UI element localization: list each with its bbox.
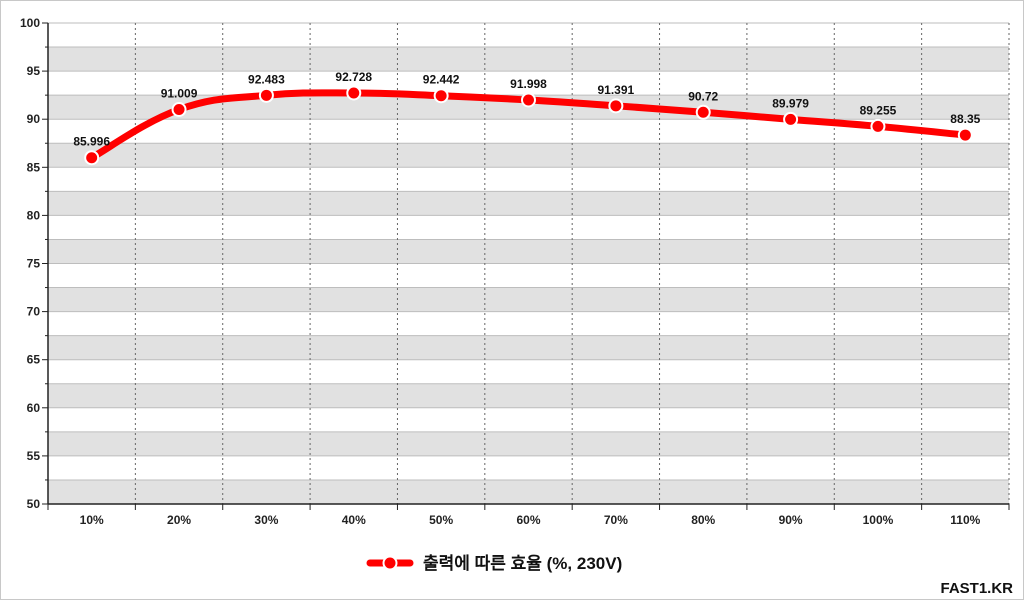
x-tick-label: 10% — [80, 513, 104, 527]
data-label: 92.483 — [248, 72, 285, 86]
data-point — [783, 111, 799, 127]
y-tick-label: 95 — [27, 64, 41, 78]
x-tick-label: 30% — [254, 513, 278, 527]
grid-band — [48, 239, 1009, 264]
data-label: 91.998 — [510, 77, 547, 91]
data-label: 91.009 — [161, 86, 198, 100]
x-tick-label: 110% — [950, 513, 980, 527]
grid-band — [48, 383, 1009, 408]
x-tick-label: 40% — [342, 513, 366, 527]
data-label: 91.391 — [598, 83, 635, 97]
data-label: 89.979 — [772, 96, 809, 110]
y-tick-label: 75 — [27, 257, 41, 271]
data-label: 90.72 — [688, 89, 718, 103]
data-label: 92.728 — [335, 70, 372, 84]
grid-bands — [48, 22, 1009, 505]
y-tick-label: 60 — [27, 401, 41, 415]
data-point — [870, 118, 886, 134]
grid-band — [48, 479, 1009, 504]
data-label: 89.255 — [860, 103, 897, 117]
x-tick-label: 80% — [691, 513, 715, 527]
y-tick-label: 100 — [20, 16, 40, 30]
y-tick-label: 85 — [27, 160, 41, 174]
y-tick-label: 80 — [27, 208, 41, 222]
data-point — [346, 85, 362, 101]
legend: 출력에 따른 효율 (%, 230V) — [366, 554, 622, 573]
data-point — [695, 104, 711, 120]
y-tick-label: 90 — [27, 112, 41, 126]
data-label: 92.442 — [423, 73, 460, 87]
x-tick-label: 90% — [779, 513, 803, 527]
grid-band — [48, 431, 1009, 456]
x-tick-labels: 10% 20% 30% 40% 50% 60% 70% 80% 90% 100% 110% — [80, 513, 981, 527]
data-label: 88.35 — [950, 112, 980, 126]
x-tick-label: 50% — [429, 513, 453, 527]
x-tick-label: 70% — [604, 513, 628, 527]
legend-marker-swatch — [382, 555, 398, 571]
data-point — [521, 92, 536, 108]
data-point — [608, 98, 624, 114]
series-group: 85.996 91.009 92.483 92.728 92.442 91.998 91.3… — [73, 70, 981, 166]
y-tick-label: 65 — [27, 353, 41, 367]
data-label: 85.996 — [73, 135, 110, 149]
y-tick-labels: 50 55 60 65 70 75 80 85 90 95 100 — [20, 16, 40, 511]
grid-band — [48, 287, 1009, 312]
x-tick-label: 60% — [516, 513, 540, 527]
grid-band — [48, 47, 1009, 72]
data-point — [258, 87, 274, 103]
data-point — [957, 127, 973, 143]
data-point — [433, 88, 449, 104]
y-tick-label: 70 — [27, 305, 41, 319]
grid-band — [48, 143, 1009, 168]
x-tick-label: 20% — [167, 513, 191, 527]
watermark-text: FAST1.KR — [940, 580, 1013, 597]
data-point — [171, 101, 187, 117]
legend-label: 출력에 따른 효율 (%, 230V) — [423, 554, 622, 573]
y-tick-label: 50 — [27, 497, 41, 511]
grid-band — [48, 335, 1009, 360]
data-point — [84, 150, 100, 166]
y-tick-label: 55 — [27, 449, 41, 463]
grid-band — [48, 191, 1009, 216]
x-tick-label: 100% — [863, 513, 894, 527]
axes — [42, 22, 1010, 510]
